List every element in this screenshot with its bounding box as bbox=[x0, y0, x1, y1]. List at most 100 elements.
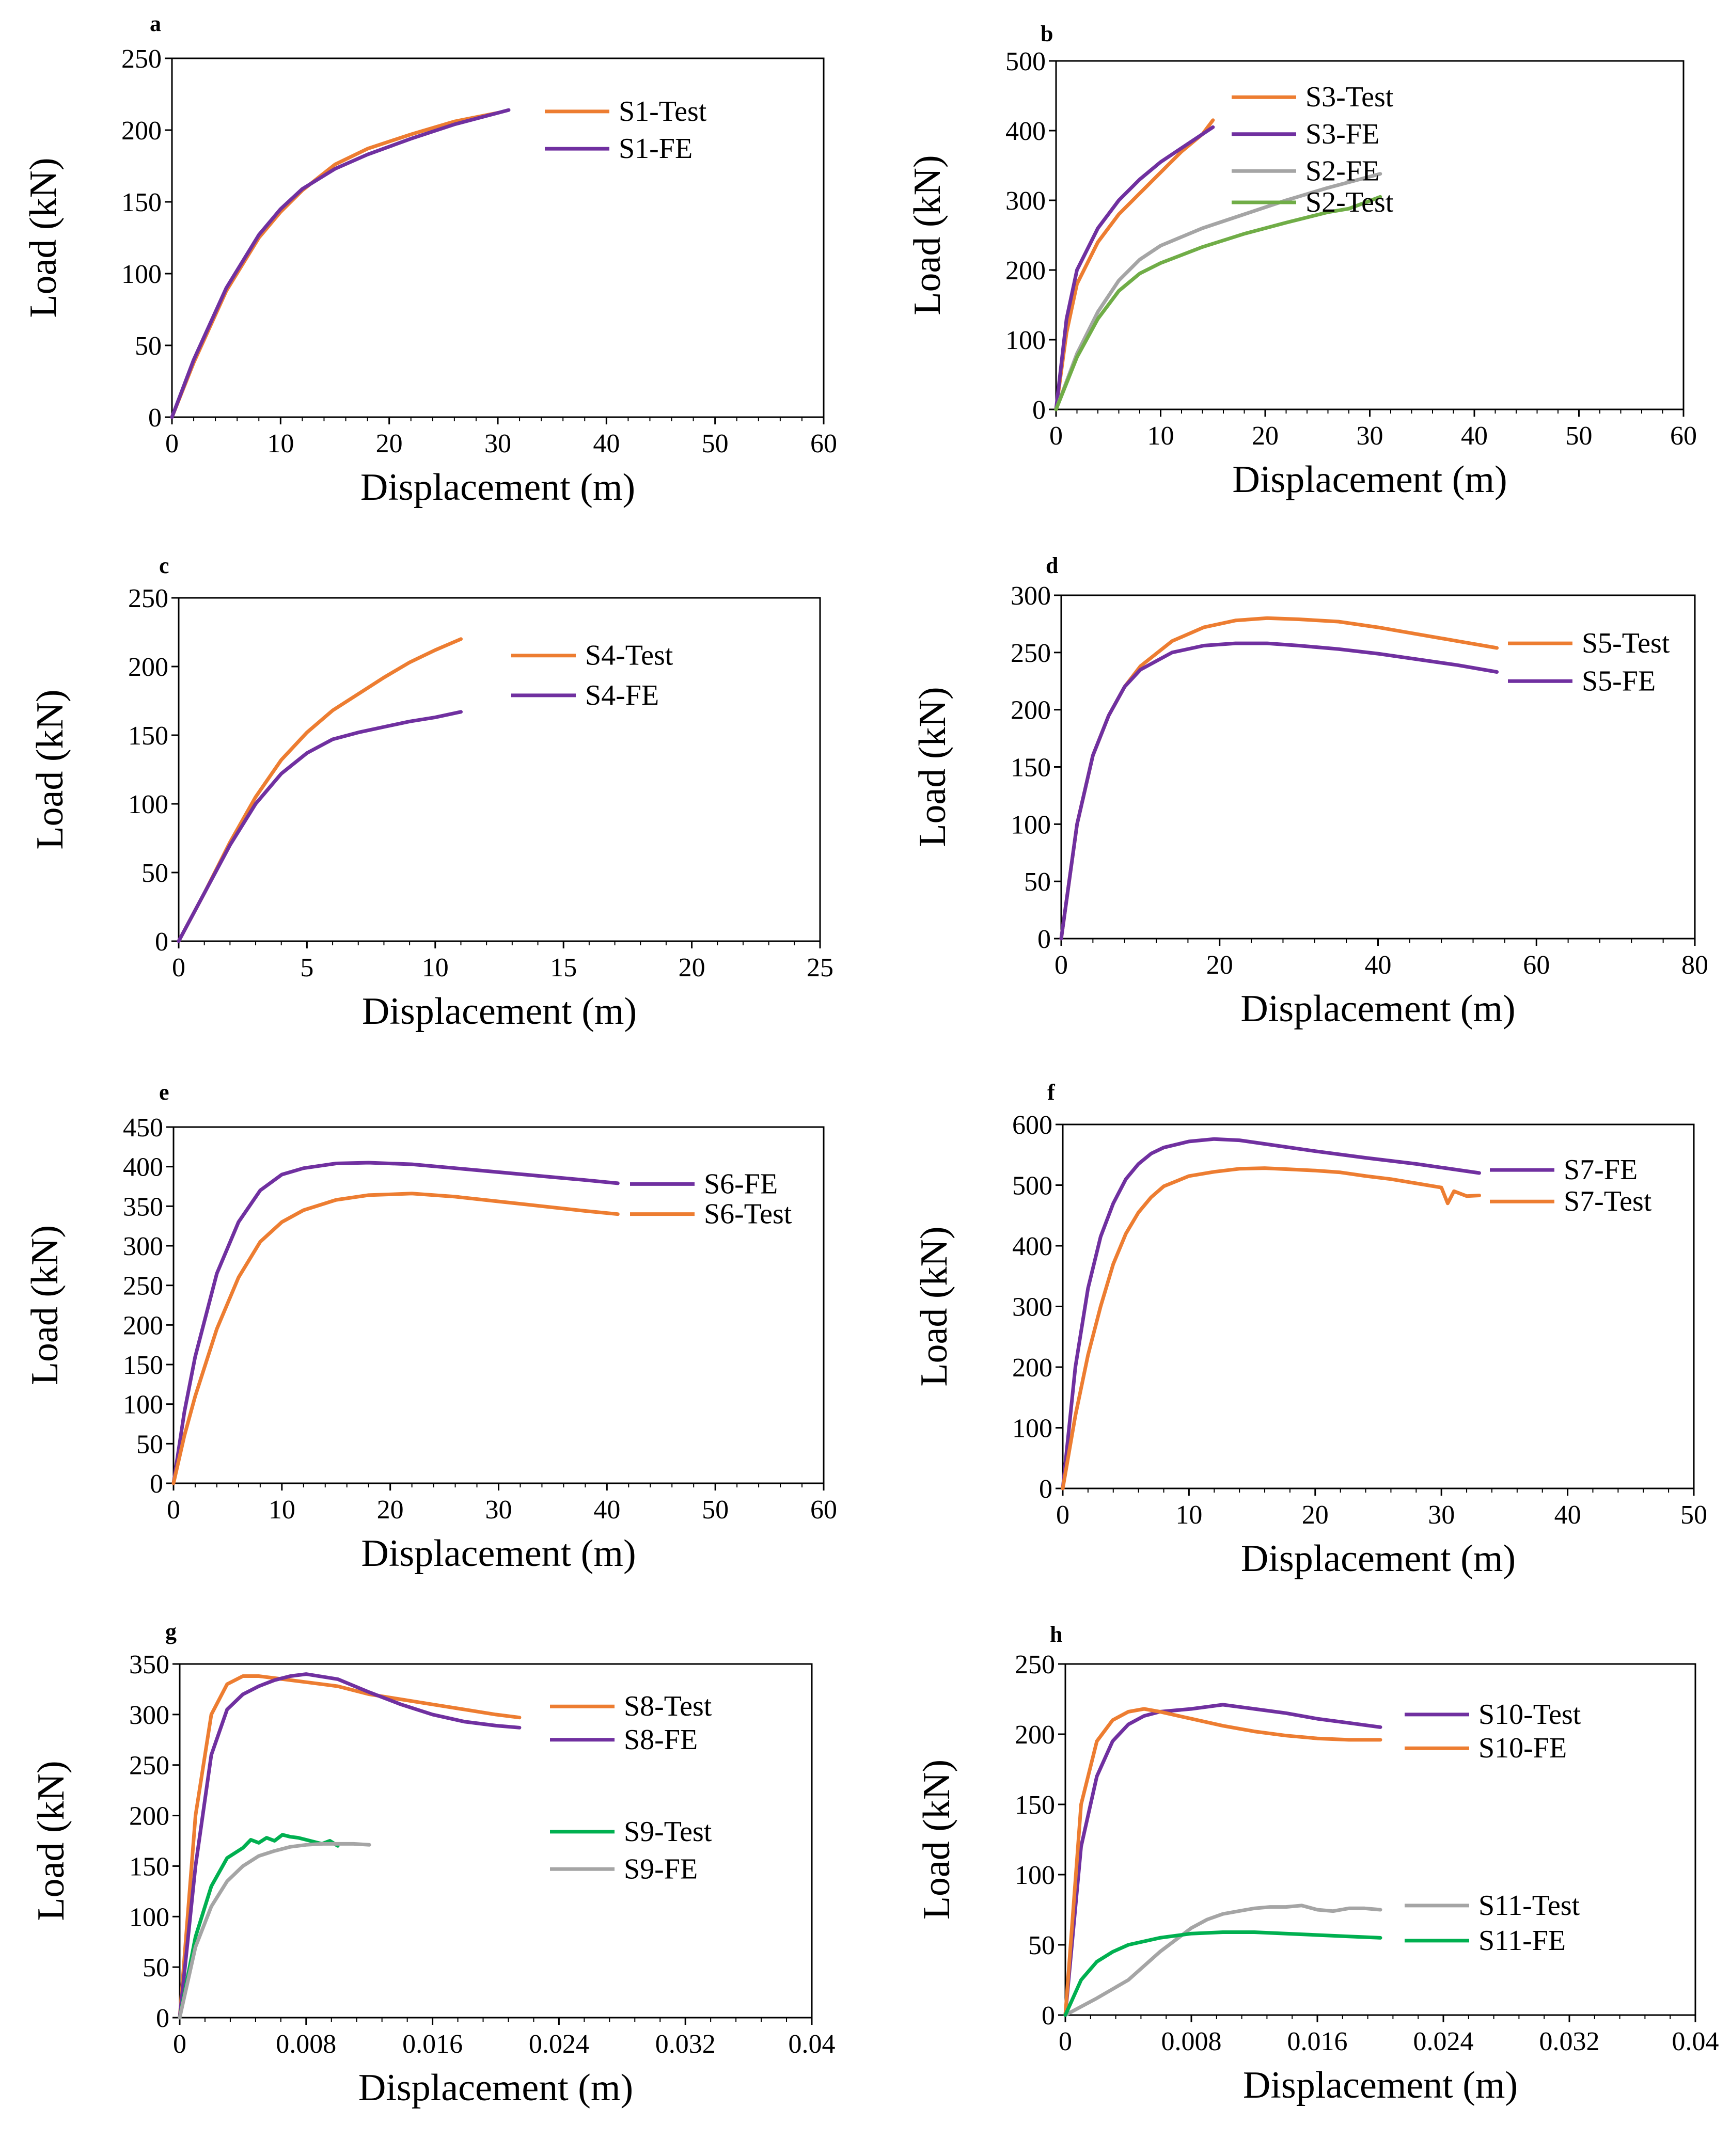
x-tick-label: 20 bbox=[377, 1495, 404, 1525]
plot-frame bbox=[1064, 1663, 1696, 2016]
panel-letter-h: h bbox=[1050, 1622, 1062, 1647]
x-tick-label: 20 bbox=[1252, 421, 1279, 451]
y-axis-title: Load (kN) bbox=[22, 157, 65, 318]
x-tick-label: 40 bbox=[1554, 1500, 1581, 1530]
x-tick-label: 20 bbox=[376, 429, 403, 458]
legend-label: S10-Test bbox=[1478, 1699, 1581, 1731]
series-line-s6-test bbox=[171, 1192, 620, 1485]
x-tick-label: 50 bbox=[702, 429, 729, 458]
legend-label: S7-FE bbox=[1564, 1154, 1638, 1186]
y-tick-label: 250 bbox=[1011, 639, 1051, 668]
panel-letter-d: d bbox=[1046, 553, 1058, 578]
chart-panel-h: h 0 0.008 0.016 0.024 0.032 0.04 0 50 100 150 200 25… bbox=[916, 1622, 1719, 2106]
x-tick-label: 0 bbox=[1055, 950, 1068, 980]
x-axis-title: Displacement (m) bbox=[1243, 2064, 1518, 2106]
legend-label: S2-Test bbox=[1305, 186, 1394, 218]
chart-panel-b: b 0 10 20 30 40 50 60 0 100 200 300 400 500 Displaceme… bbox=[906, 21, 1697, 501]
x-tick-label: 0.008 bbox=[1161, 2027, 1222, 2056]
legend-label: S4-FE bbox=[585, 679, 659, 711]
x-tick-label: 0.016 bbox=[1287, 2027, 1348, 2056]
series-line-s10-fe bbox=[1063, 1707, 1382, 2017]
chart-panel-e: e 0 10 20 30 40 50 60 0 50 100 150 200 250 300 350 400 45… bbox=[24, 1080, 837, 1575]
y-tick-label: 0 bbox=[1042, 2001, 1055, 2031]
x-axis-title: Displacement (m) bbox=[358, 2067, 633, 2109]
panel-letter-b: b bbox=[1041, 21, 1053, 46]
y-tick-label: 300 bbox=[1012, 1293, 1052, 1322]
x-axis-title: Displacement (m) bbox=[1232, 458, 1507, 501]
y-tick-label: 0 bbox=[1032, 395, 1046, 425]
y-tick-label: 600 bbox=[1012, 1111, 1052, 1140]
x-tick-label: 0.024 bbox=[529, 2030, 589, 2059]
y-tick-label: 0 bbox=[155, 927, 168, 957]
series-line-s5-fe bbox=[1059, 641, 1499, 941]
y-tick-label: 200 bbox=[128, 653, 168, 682]
y-tick-label: 100 bbox=[1012, 1414, 1052, 1444]
y-tick-label: 0 bbox=[150, 1469, 163, 1499]
series-line-s11-test bbox=[1063, 1904, 1382, 2017]
y-tick-label: 100 bbox=[123, 1390, 163, 1420]
y-tick-label: 250 bbox=[1015, 1650, 1055, 1679]
x-tick-label: 40 bbox=[1461, 421, 1488, 451]
legend-label: S3-FE bbox=[1305, 118, 1379, 150]
legend-label: S11-Test bbox=[1478, 1890, 1580, 1922]
y-tick-label: 300 bbox=[1005, 186, 1046, 216]
series-line-s2-test bbox=[1054, 195, 1382, 411]
x-tick-label: 60 bbox=[1523, 950, 1550, 980]
y-tick-label: 100 bbox=[128, 790, 168, 819]
y-tick-label: 0 bbox=[148, 403, 162, 433]
chart-panel-d: d 0 20 40 60 80 0 50 100 150 200 250 300 Displacement… bbox=[911, 553, 1708, 1030]
x-tick-label: 0.024 bbox=[1413, 2027, 1474, 2056]
y-axis-title: Load (kN) bbox=[913, 1226, 955, 1386]
y-tick-label: 100 bbox=[1005, 326, 1046, 355]
legend-label: S10-FE bbox=[1478, 1732, 1567, 1764]
x-tick-label: 5 bbox=[300, 953, 313, 982]
legend-label: S8-Test bbox=[624, 1690, 712, 1722]
series-line-s7-test bbox=[1061, 1166, 1481, 1491]
x-tick-label: 30 bbox=[1428, 1500, 1455, 1530]
series-line-s2-fe bbox=[1054, 172, 1382, 411]
y-axis-title: Load (kN) bbox=[911, 687, 954, 847]
x-tick-label: 0 bbox=[173, 2030, 186, 2059]
legend-label: S3-Test bbox=[1305, 81, 1394, 113]
y-tick-label: 100 bbox=[1015, 1861, 1055, 1890]
x-tick-label: 30 bbox=[484, 429, 511, 458]
x-tick-label: 60 bbox=[810, 1495, 837, 1525]
x-tick-label: 40 bbox=[1365, 950, 1392, 980]
y-tick-label: 0 bbox=[156, 2004, 169, 2033]
panel-letter-e: e bbox=[159, 1080, 169, 1105]
legend-label: S8-FE bbox=[624, 1724, 698, 1756]
x-tick-label: 40 bbox=[593, 429, 620, 458]
x-tick-label: 0 bbox=[172, 953, 185, 982]
x-tick-label: 10 bbox=[267, 429, 294, 458]
panel-letter-f: f bbox=[1047, 1080, 1056, 1105]
y-tick-label: 100 bbox=[1011, 810, 1051, 839]
y-tick-label: 150 bbox=[1015, 1790, 1055, 1820]
x-axis-title: Displacement (m) bbox=[360, 466, 635, 509]
y-tick-label: 350 bbox=[129, 1650, 169, 1679]
x-axis-title: Displacement (m) bbox=[1240, 988, 1515, 1030]
y-axis-title: Load (kN) bbox=[24, 1225, 66, 1385]
x-tick-label: 10 bbox=[1147, 421, 1174, 451]
series-line-s8-fe bbox=[178, 1672, 522, 2020]
x-tick-label: 60 bbox=[810, 429, 837, 458]
legend-label: S6-FE bbox=[704, 1168, 778, 1200]
legend-label: S5-FE bbox=[1582, 665, 1656, 697]
panel-letter-g: g bbox=[165, 1619, 177, 1644]
y-tick-label: 250 bbox=[129, 1751, 169, 1781]
legend-label: S7-Test bbox=[1564, 1185, 1652, 1217]
y-tick-label: 50 bbox=[143, 1953, 169, 1983]
y-tick-label: 200 bbox=[1015, 1720, 1055, 1750]
legend-label: S1-FE bbox=[619, 133, 693, 165]
y-axis-title: Load (kN) bbox=[916, 1759, 958, 1920]
legend-label: S11-FE bbox=[1478, 1925, 1566, 1957]
y-tick-label: 200 bbox=[123, 1311, 163, 1340]
series-line-s9-test bbox=[178, 1833, 340, 2020]
series-line-s7-fe bbox=[1061, 1137, 1481, 1491]
x-tick-label: 0.032 bbox=[655, 2030, 716, 2059]
legend-label: S5-Test bbox=[1582, 627, 1670, 659]
y-tick-label: 200 bbox=[1005, 256, 1046, 286]
y-tick-label: 250 bbox=[123, 1272, 163, 1301]
x-tick-label: 15 bbox=[550, 953, 577, 982]
